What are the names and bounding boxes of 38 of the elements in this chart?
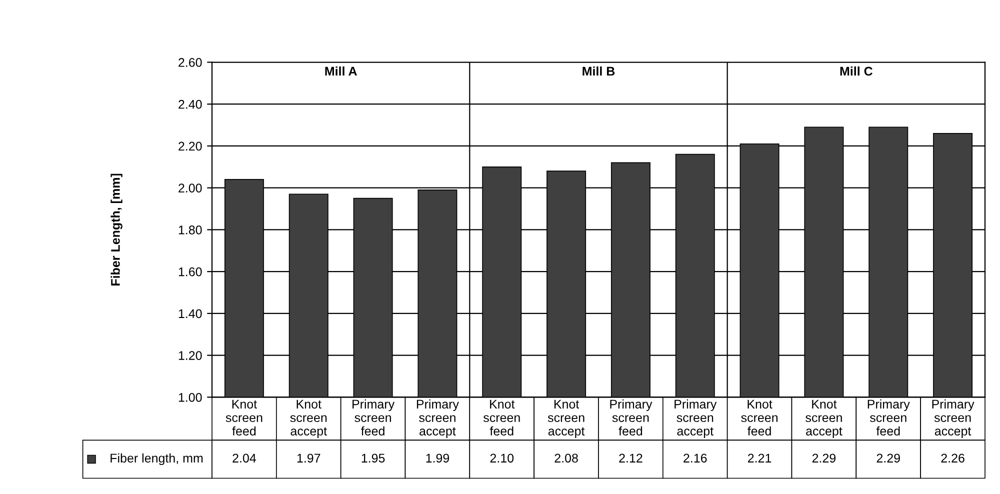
annotation: Mill B bbox=[582, 66, 615, 76]
y-tick-label: 1.00 bbox=[178, 392, 202, 402]
x-tick-label: Primary screen accept bbox=[674, 399, 717, 438]
x-tick-label: Knot screen feed bbox=[226, 400, 262, 436]
data-label: 2.16 bbox=[684, 454, 707, 463]
y-tick-label: 2.20 bbox=[178, 142, 202, 151]
x-tick-label: Knot screen accept bbox=[548, 400, 585, 438]
annotation: Mill A bbox=[325, 66, 357, 76]
x-tick-label: Knot screen accept bbox=[806, 400, 842, 438]
x-tick-label: Primary screen feed bbox=[352, 399, 395, 436]
data-label: 1.97 bbox=[297, 454, 320, 463]
annotation: Mill C bbox=[840, 66, 872, 76]
data-label: 2.29 bbox=[876, 454, 900, 463]
data-label: 1.99 bbox=[426, 454, 450, 463]
y-tick-label: 1.80 bbox=[178, 226, 202, 234]
y-tick-label: 1.20 bbox=[178, 351, 202, 360]
x-tick-label: Primary screen accept bbox=[932, 399, 974, 438]
y-tick-label: 1.60 bbox=[178, 267, 202, 276]
x-tick-label: Knot screen accept bbox=[290, 400, 327, 438]
y-axis-title: Fiber Length, [mm] bbox=[110, 174, 122, 286]
x-tick-label: Knot screen feed bbox=[741, 400, 778, 436]
data-label: 1.95 bbox=[362, 454, 385, 463]
y-tick-label: 2.40 bbox=[178, 100, 202, 109]
legend-label: Fiber length, mm bbox=[110, 453, 203, 466]
data-label: 2.21 bbox=[748, 454, 772, 462]
x-tick-label: Knot screen feed bbox=[483, 400, 520, 436]
y-tick-label: 2.00 bbox=[178, 184, 202, 192]
x-tick-label: Primary screen accept bbox=[416, 399, 459, 438]
y-tick-label: 2.60 bbox=[178, 58, 202, 67]
data-label: 2.08 bbox=[554, 454, 578, 463]
data-label: 2.10 bbox=[490, 454, 514, 463]
y-tick-label: 1.40 bbox=[178, 309, 202, 318]
x-tick-label: Primary screen feed bbox=[868, 399, 910, 436]
data-label: 2.12 bbox=[619, 454, 642, 462]
data-label: 2.04 bbox=[232, 454, 256, 463]
data-label: 2.26 bbox=[941, 454, 964, 463]
x-tick-label: Primary screen feed bbox=[610, 399, 652, 436]
data-label: 2.29 bbox=[812, 454, 836, 463]
